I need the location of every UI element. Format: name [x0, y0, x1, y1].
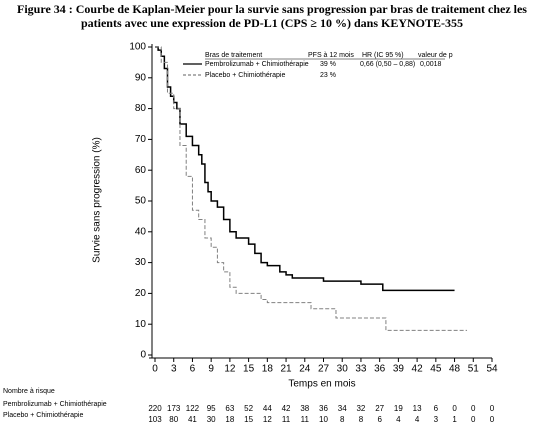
risk-value: 13 — [413, 404, 422, 413]
x-tick-label: 27 — [318, 364, 330, 375]
legend-p: 0,0018 — [420, 61, 442, 68]
y-tick-label: 70 — [135, 134, 147, 145]
x-tick-label: 21 — [280, 364, 292, 375]
risk-value: 30 — [207, 415, 216, 424]
x-tick-label: 36 — [374, 364, 386, 375]
x-axis-label: Temps en mois — [288, 379, 355, 390]
risk-value: 0 — [452, 404, 457, 413]
x-tick-label: 51 — [468, 364, 480, 375]
y-tick-label: 100 — [129, 42, 146, 53]
risk-value: 0 — [490, 404, 495, 413]
x-tick-label: 0 — [152, 364, 158, 375]
risk-value: 8 — [340, 415, 345, 424]
y-axis-label: Survie sans progression (%) — [92, 137, 103, 263]
risk-value: 10 — [319, 415, 328, 424]
risk-value: 1 — [452, 415, 457, 424]
x-tick-label: 30 — [337, 364, 349, 375]
risk-value: 0 — [471, 415, 476, 424]
y-tick-label: 20 — [135, 288, 147, 299]
risk-value: 0 — [471, 404, 476, 413]
risk-value: 11 — [282, 415, 291, 424]
chart-title: Figure 34 : Courbe de Kaplan-Meier pour … — [17, 2, 527, 16]
x-tick-label: 9 — [208, 364, 214, 375]
risk-value: 173 — [167, 404, 181, 413]
x-tick-label: 3 — [171, 364, 177, 375]
risk-value: 19 — [394, 404, 403, 413]
risk-row-label: Pembrolizumab + Chimiothérapie — [3, 401, 107, 408]
x-tick-label: 15 — [243, 364, 255, 375]
km-curve — [155, 46, 468, 331]
legend-header: HR (IC 95 %) — [362, 52, 404, 59]
risk-value: 3 — [434, 415, 439, 424]
legend-label: Pembrolizumab + Chimiothérapie — [205, 61, 309, 68]
risk-value: 52 — [244, 404, 253, 413]
risk-value: 11 — [301, 415, 310, 424]
risk-value: 103 — [148, 415, 162, 424]
risk-value: 34 — [338, 404, 347, 413]
y-tick-label: 10 — [135, 319, 147, 330]
risk-value: 6 — [377, 415, 382, 424]
x-tick-label: 39 — [393, 364, 405, 375]
risk-value: 41 — [188, 415, 197, 424]
legend-pfs: 39 % — [320, 61, 336, 68]
chart-title: patients avec une expression de PD-L1 (C… — [81, 16, 463, 30]
y-tick-label: 30 — [135, 257, 147, 268]
risk-title: Nombre à risque — [3, 388, 55, 395]
y-tick-label: 0 — [140, 350, 146, 361]
legend-header: Bras de traitement — [205, 52, 262, 59]
risk-value: 122 — [186, 404, 200, 413]
x-tick-label: 42 — [412, 364, 424, 375]
legend-header: PFS à 12 mois — [308, 52, 354, 59]
risk-value: 8 — [359, 415, 364, 424]
y-tick-label: 50 — [135, 196, 147, 207]
risk-value: 44 — [263, 404, 272, 413]
x-tick-label: 54 — [486, 364, 498, 375]
y-tick-label: 80 — [135, 103, 147, 114]
risk-value: 18 — [225, 415, 234, 424]
legend-pfs: 23 % — [320, 72, 336, 79]
risk-value: 32 — [356, 404, 365, 413]
risk-value: 80 — [169, 415, 178, 424]
x-tick-label: 45 — [430, 364, 442, 375]
legend-hr: 0,66 (0,50 – 0,88) — [360, 61, 415, 68]
x-tick-label: 18 — [262, 364, 274, 375]
x-tick-label: 33 — [355, 364, 367, 375]
risk-value: 6 — [434, 404, 439, 413]
risk-value: 95 — [207, 404, 216, 413]
risk-value: 27 — [375, 404, 384, 413]
risk-value: 38 — [300, 404, 309, 413]
risk-value: 220 — [148, 404, 162, 413]
x-tick-label: 6 — [190, 364, 196, 375]
risk-value: 63 — [225, 404, 234, 413]
legend-header: valeur de p — [418, 52, 453, 59]
legend-label: Placebo + Chimiothérapie — [205, 72, 285, 79]
risk-value: 4 — [415, 415, 420, 424]
risk-value: 12 — [263, 415, 272, 424]
km-curve — [155, 46, 455, 292]
risk-value: 15 — [244, 415, 253, 424]
risk-row-label: Placebo + Chimiothérapie — [3, 412, 83, 419]
y-tick-label: 60 — [135, 165, 147, 176]
y-tick-label: 40 — [135, 226, 147, 237]
x-tick-label: 24 — [299, 364, 311, 375]
risk-value: 36 — [319, 404, 328, 413]
x-tick-label: 12 — [224, 364, 236, 375]
risk-value: 4 — [396, 415, 401, 424]
risk-value: 42 — [282, 404, 291, 413]
risk-value: 0 — [490, 415, 495, 424]
y-tick-label: 90 — [135, 72, 147, 83]
x-tick-label: 48 — [449, 364, 461, 375]
